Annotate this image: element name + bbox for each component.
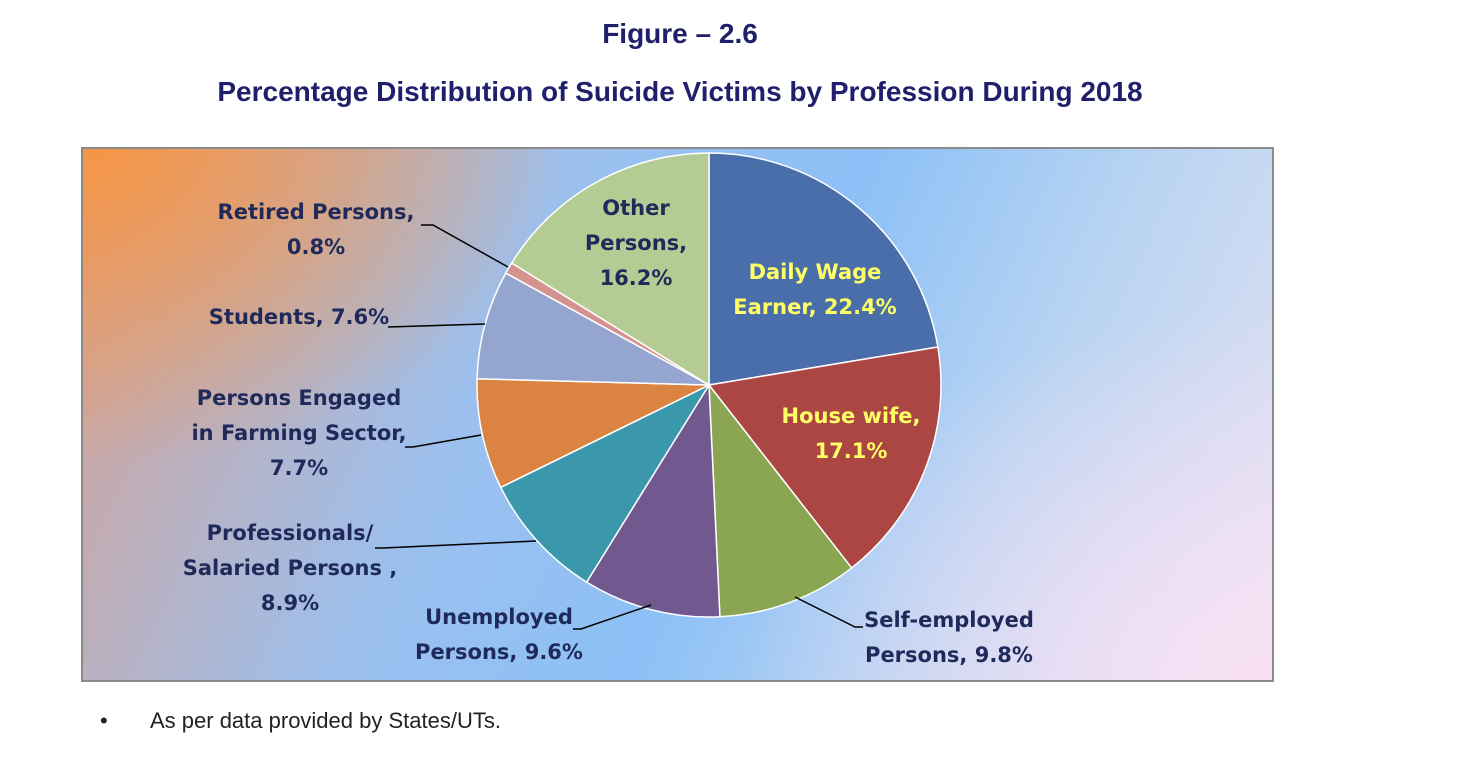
data-label-retired-persons: Retired Persons, 0.8% (218, 200, 415, 259)
pie-slice-house-wife (707, 346, 942, 570)
data-label-persons-engaged-in-farming-sector: Persons Engaged in Farming Sector, 7.7% (191, 386, 406, 480)
pie-slice-self-employed-persons (708, 382, 853, 618)
leader-line-students (387, 323, 486, 328)
data-label-daily-wage-earner: Daily Wage Earner, 22.4% (733, 260, 896, 319)
leader-line-professionals-salaried-persons (375, 540, 537, 549)
pie-slices (476, 152, 942, 618)
pie-slice-daily-wage-earner (708, 152, 939, 386)
leader-line-unemployed-persons (573, 604, 652, 630)
leader-line-persons-engaged-in-farming-sector (405, 434, 482, 448)
leader-line-self-employed-persons (794, 596, 863, 628)
data-label-self-employed-persons: Self-employed Persons, 9.8% (864, 608, 1034, 667)
slice-labels: Daily Wage Earner, 22.4% House wife, 17.1% S… (183, 196, 1034, 667)
pie-slice-professionals-salaried-persons (499, 383, 712, 584)
pie-slice-other-persons (510, 152, 710, 387)
pie-slice-persons-engaged-in-farming-sector (476, 378, 710, 489)
leader-line-retired-persons (421, 224, 509, 268)
pie-slice-unemployed-persons (585, 382, 721, 618)
data-label-house-wife: House wife, 17.1% (782, 404, 921, 463)
data-label-unemployed-persons: Unemployed Persons, 9.6% (415, 605, 583, 664)
figure-label: Figure – 2.6 (602, 18, 758, 49)
chart-title: Percentage Distribution of Suicide Victi… (217, 76, 1143, 107)
pie-chart: Daily Wage Earner, 22.4% House wife, 17.1% S… (183, 152, 1034, 667)
footnote-text: As per data provided by States/UTs. (150, 708, 501, 733)
data-label-students: Students, 7.6% (209, 305, 389, 329)
footnote-bullet: • (100, 708, 108, 733)
pie-slice-students (476, 272, 710, 386)
data-label-professionals-salaried-persons: Professionals/Salaried Persons , 8.9% (183, 521, 397, 615)
data-label-other-persons: Other Persons, 16.2% (585, 196, 687, 290)
chart-area: Daily Wage Earner, 22.4% House wife, 17.1% S… (81, 147, 1274, 682)
footnote: • As per data provided by States/UTs. (100, 708, 501, 734)
